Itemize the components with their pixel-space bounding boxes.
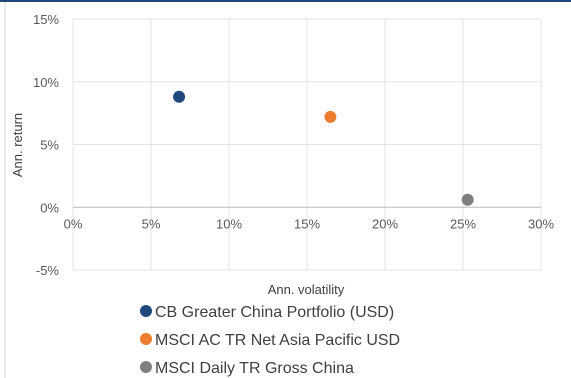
x-tick-label: 20%: [372, 216, 398, 231]
data-point-2: [324, 110, 337, 123]
x-tick-label: 10%: [216, 216, 242, 231]
x-tick-label: 0%: [64, 216, 83, 231]
data-points: [173, 90, 474, 206]
y-tick-label: 0%: [40, 200, 59, 215]
y-tick-label: -5%: [36, 263, 60, 278]
y-tick-label: 15%: [33, 12, 59, 27]
data-point-1: [173, 90, 186, 103]
y-tick-labels: -5% 0% 5% 10% 15%: [33, 12, 59, 278]
legend: CB Greater China Portfolio (USD) MSCI AC …: [140, 304, 400, 377]
top-border-bar: [0, 0, 571, 2]
y-tick-label: 10%: [33, 75, 59, 90]
gridlines: [72, 18, 542, 271]
y-tick-label: 5%: [40, 138, 59, 153]
legend-marker-1: [140, 305, 152, 317]
legend-label-3: MSCI Daily TR Gross China: [155, 360, 354, 377]
legend-label-2: MSCI AC TR Net Asia Pacific USD: [155, 332, 400, 349]
x-tick-label: 5%: [142, 216, 161, 231]
x-tick-label: 15%: [294, 216, 320, 231]
y-axis-title: Ann. return: [10, 113, 25, 177]
x-tick-labels: 0% 5% 10% 15% 20% 25% 30%: [64, 216, 555, 231]
x-axis-title: Ann. volatility: [268, 282, 345, 297]
x-tick-label: 25%: [450, 216, 476, 231]
legend-marker-2: [140, 333, 152, 345]
legend-marker-3: [140, 361, 152, 373]
legend-label-1: CB Greater China Portfolio (USD): [155, 304, 394, 321]
x-tick-label: 30%: [528, 216, 554, 231]
data-point-3: [461, 193, 474, 206]
